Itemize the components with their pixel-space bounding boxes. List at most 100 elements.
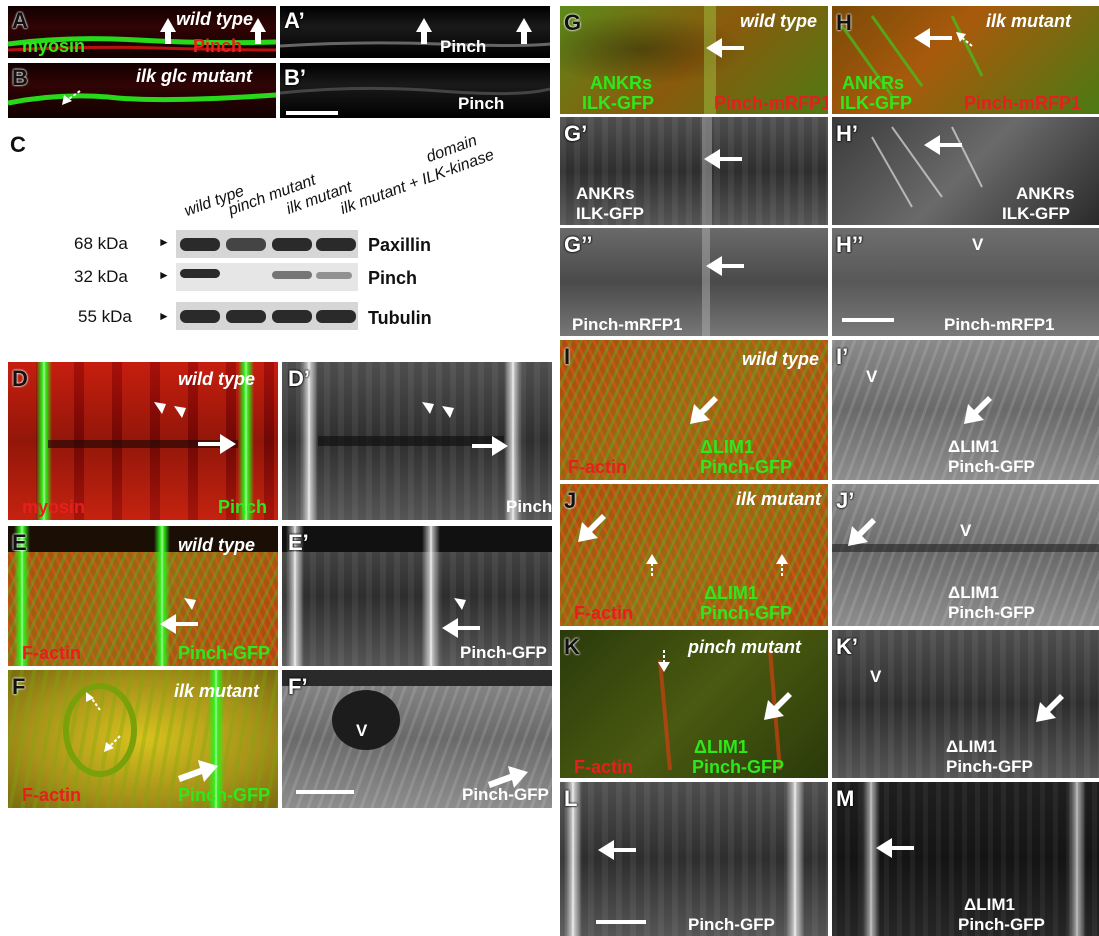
scale-bar (296, 790, 354, 794)
channel-label: ANKRs (576, 184, 635, 203)
panel-a-prime-drawing (280, 18, 550, 48)
channel-label: Pinch-GFP (688, 915, 775, 934)
panel-c-western-blot: C wild type pinch mutant ilk mutant ilk … (0, 118, 560, 348)
panel-e-prime: E’ Pinch-GFP (282, 526, 552, 666)
marker-size: 55 kDa (78, 307, 132, 326)
red-channel-label: Pinch (193, 36, 243, 56)
dashed-arrow-icon (956, 32, 966, 42)
arrow-icon (706, 38, 744, 58)
arrow-icon (488, 766, 528, 788)
panel-m-drawing (876, 838, 914, 858)
dashed-arrow-icon (62, 95, 72, 105)
channel-label: Pinch-mRFP1 (944, 315, 1055, 334)
genotype-label: pinch mutant (688, 637, 801, 657)
green-channel-label: Pinch-GFP (692, 757, 785, 777)
arrowhead-icon (422, 402, 434, 414)
marker-pointer-icon: ► (158, 268, 170, 282)
arrow-icon (1036, 694, 1064, 722)
panel-letter: F (12, 674, 26, 699)
channel-label: ΔLIM1 (948, 437, 999, 456)
channel-label: Pinch-GFP (958, 915, 1045, 934)
arrow-icon (704, 149, 742, 169)
genotype-label: wild type (178, 535, 256, 555)
panel-letter: G’ (564, 121, 588, 146)
dashed-arrow-icon (86, 692, 94, 702)
panel-letter: A (12, 8, 28, 33)
panel-letter: H’ (836, 121, 858, 146)
genotype-label: wild type (178, 369, 256, 389)
marker-size: 68 kDa (74, 234, 128, 253)
panel-h: H ilk mutant ANKRs ILK-GFP Pinch-mRFP1 (832, 6, 1099, 114)
panel-g-prime: G’ ANKRs ILK-GFP (560, 117, 828, 225)
arrow-icon (442, 618, 480, 638)
channel-label: Pinch-GFP (462, 785, 549, 804)
panel-letter: B’ (284, 65, 306, 90)
green-channel-label: ΔLIM1 (704, 583, 758, 603)
channel-label: ΔLIM1 (948, 583, 999, 602)
genotype-label: ilk mutant (174, 681, 260, 701)
panel-letter: I (564, 344, 571, 369)
panel-h-drawing (840, 15, 984, 97)
scale-bar (842, 318, 894, 322)
genotype-label: wild type (176, 9, 254, 29)
channel-label: Pinch-GFP (946, 757, 1033, 776)
panel-b: B ilk glc mutant (8, 63, 276, 118)
panel-letter: E’ (288, 530, 309, 555)
genotype-label: wild type (742, 349, 820, 369)
panel-f: F ilk mutant F-actin Pinch-GFP (8, 670, 278, 808)
arrow-icon (764, 692, 792, 720)
arrowhead-icon (154, 402, 166, 414)
channel-label: ILK-GFP (1002, 204, 1070, 223)
panel-i: I wild type F-actin ΔLIM1 Pinch-GFP (560, 340, 828, 480)
panel-letter: D’ (288, 366, 310, 391)
arrow-icon (964, 396, 992, 424)
mark-v: V (870, 667, 882, 686)
channel-label: Pinch-mRFP1 (572, 315, 683, 334)
panel-k: K pinch mutant F-actin ΔLIM1 Pinch-GFP (560, 630, 828, 778)
dashed-arrow-icon (104, 742, 114, 752)
panel-j: J ilk mutant F-actin ΔLIM1 Pinch-GFP (560, 484, 828, 626)
blot-strip-tubulin (176, 302, 358, 330)
channel-label: Pinch-GFP (460, 643, 547, 662)
panel-letter: A’ (284, 8, 305, 33)
green-channel-label: Pinch-GFP (700, 457, 793, 477)
panel-g-drawing (704, 6, 744, 114)
dashed-arrow-icon (776, 554, 788, 564)
panel-l-drawing (596, 840, 646, 924)
arrow-icon (416, 18, 432, 32)
panel-letter: I’ (836, 344, 849, 369)
scale-bar (596, 920, 646, 924)
channel-label: ILK-GFP (576, 204, 644, 223)
red-channel-label: F-actin (22, 643, 82, 663)
panel-b-prime: B’ Pinch (280, 63, 550, 118)
arrow-icon (848, 518, 876, 546)
channel-label: ANKRs (1016, 184, 1075, 203)
marker-pointer-icon: ► (158, 309, 170, 323)
green-channel-label: ΔLIM1 (694, 737, 748, 757)
panel-l: L Pinch-GFP (560, 782, 828, 936)
panel-e: E wild type F-actin Pinch-GFP (8, 526, 278, 666)
red-channel-label: F-actin (568, 457, 628, 477)
arrow-icon (198, 434, 236, 454)
channel-label: Pinch (458, 94, 505, 113)
genotype-label: ilk mutant (736, 489, 822, 509)
panel-m: M ΔLIM1 Pinch-GFP (832, 782, 1099, 936)
panel-letter: H’’ (836, 232, 864, 257)
channel-label: Pinch-GFP (948, 603, 1035, 622)
red-channel-label: F-actin (22, 785, 82, 805)
panel-d-prime-drawing (318, 402, 508, 456)
mark-v: V (972, 235, 984, 254)
red-channel-label: F-actin (574, 757, 634, 777)
panel-f-prime: F’ V Pinch-GFP (282, 670, 552, 808)
channel-label: Pinch-GFP (948, 457, 1035, 476)
arrow-icon (472, 436, 508, 456)
panel-letter: D (12, 366, 28, 391)
panel-letter: B (12, 65, 28, 90)
arrow-icon (160, 18, 176, 32)
panel-letter: M (836, 786, 855, 811)
panel-letter: G (564, 10, 582, 35)
panel-j-prime: J’ V ΔLIM1 Pinch-GFP (832, 484, 1099, 626)
channel-label: ΔLIM1 (964, 895, 1015, 914)
panel-h-prime: H’ ANKRs ILK-GFP (832, 117, 1099, 225)
channel-label: ΔLIM1 (946, 737, 997, 756)
